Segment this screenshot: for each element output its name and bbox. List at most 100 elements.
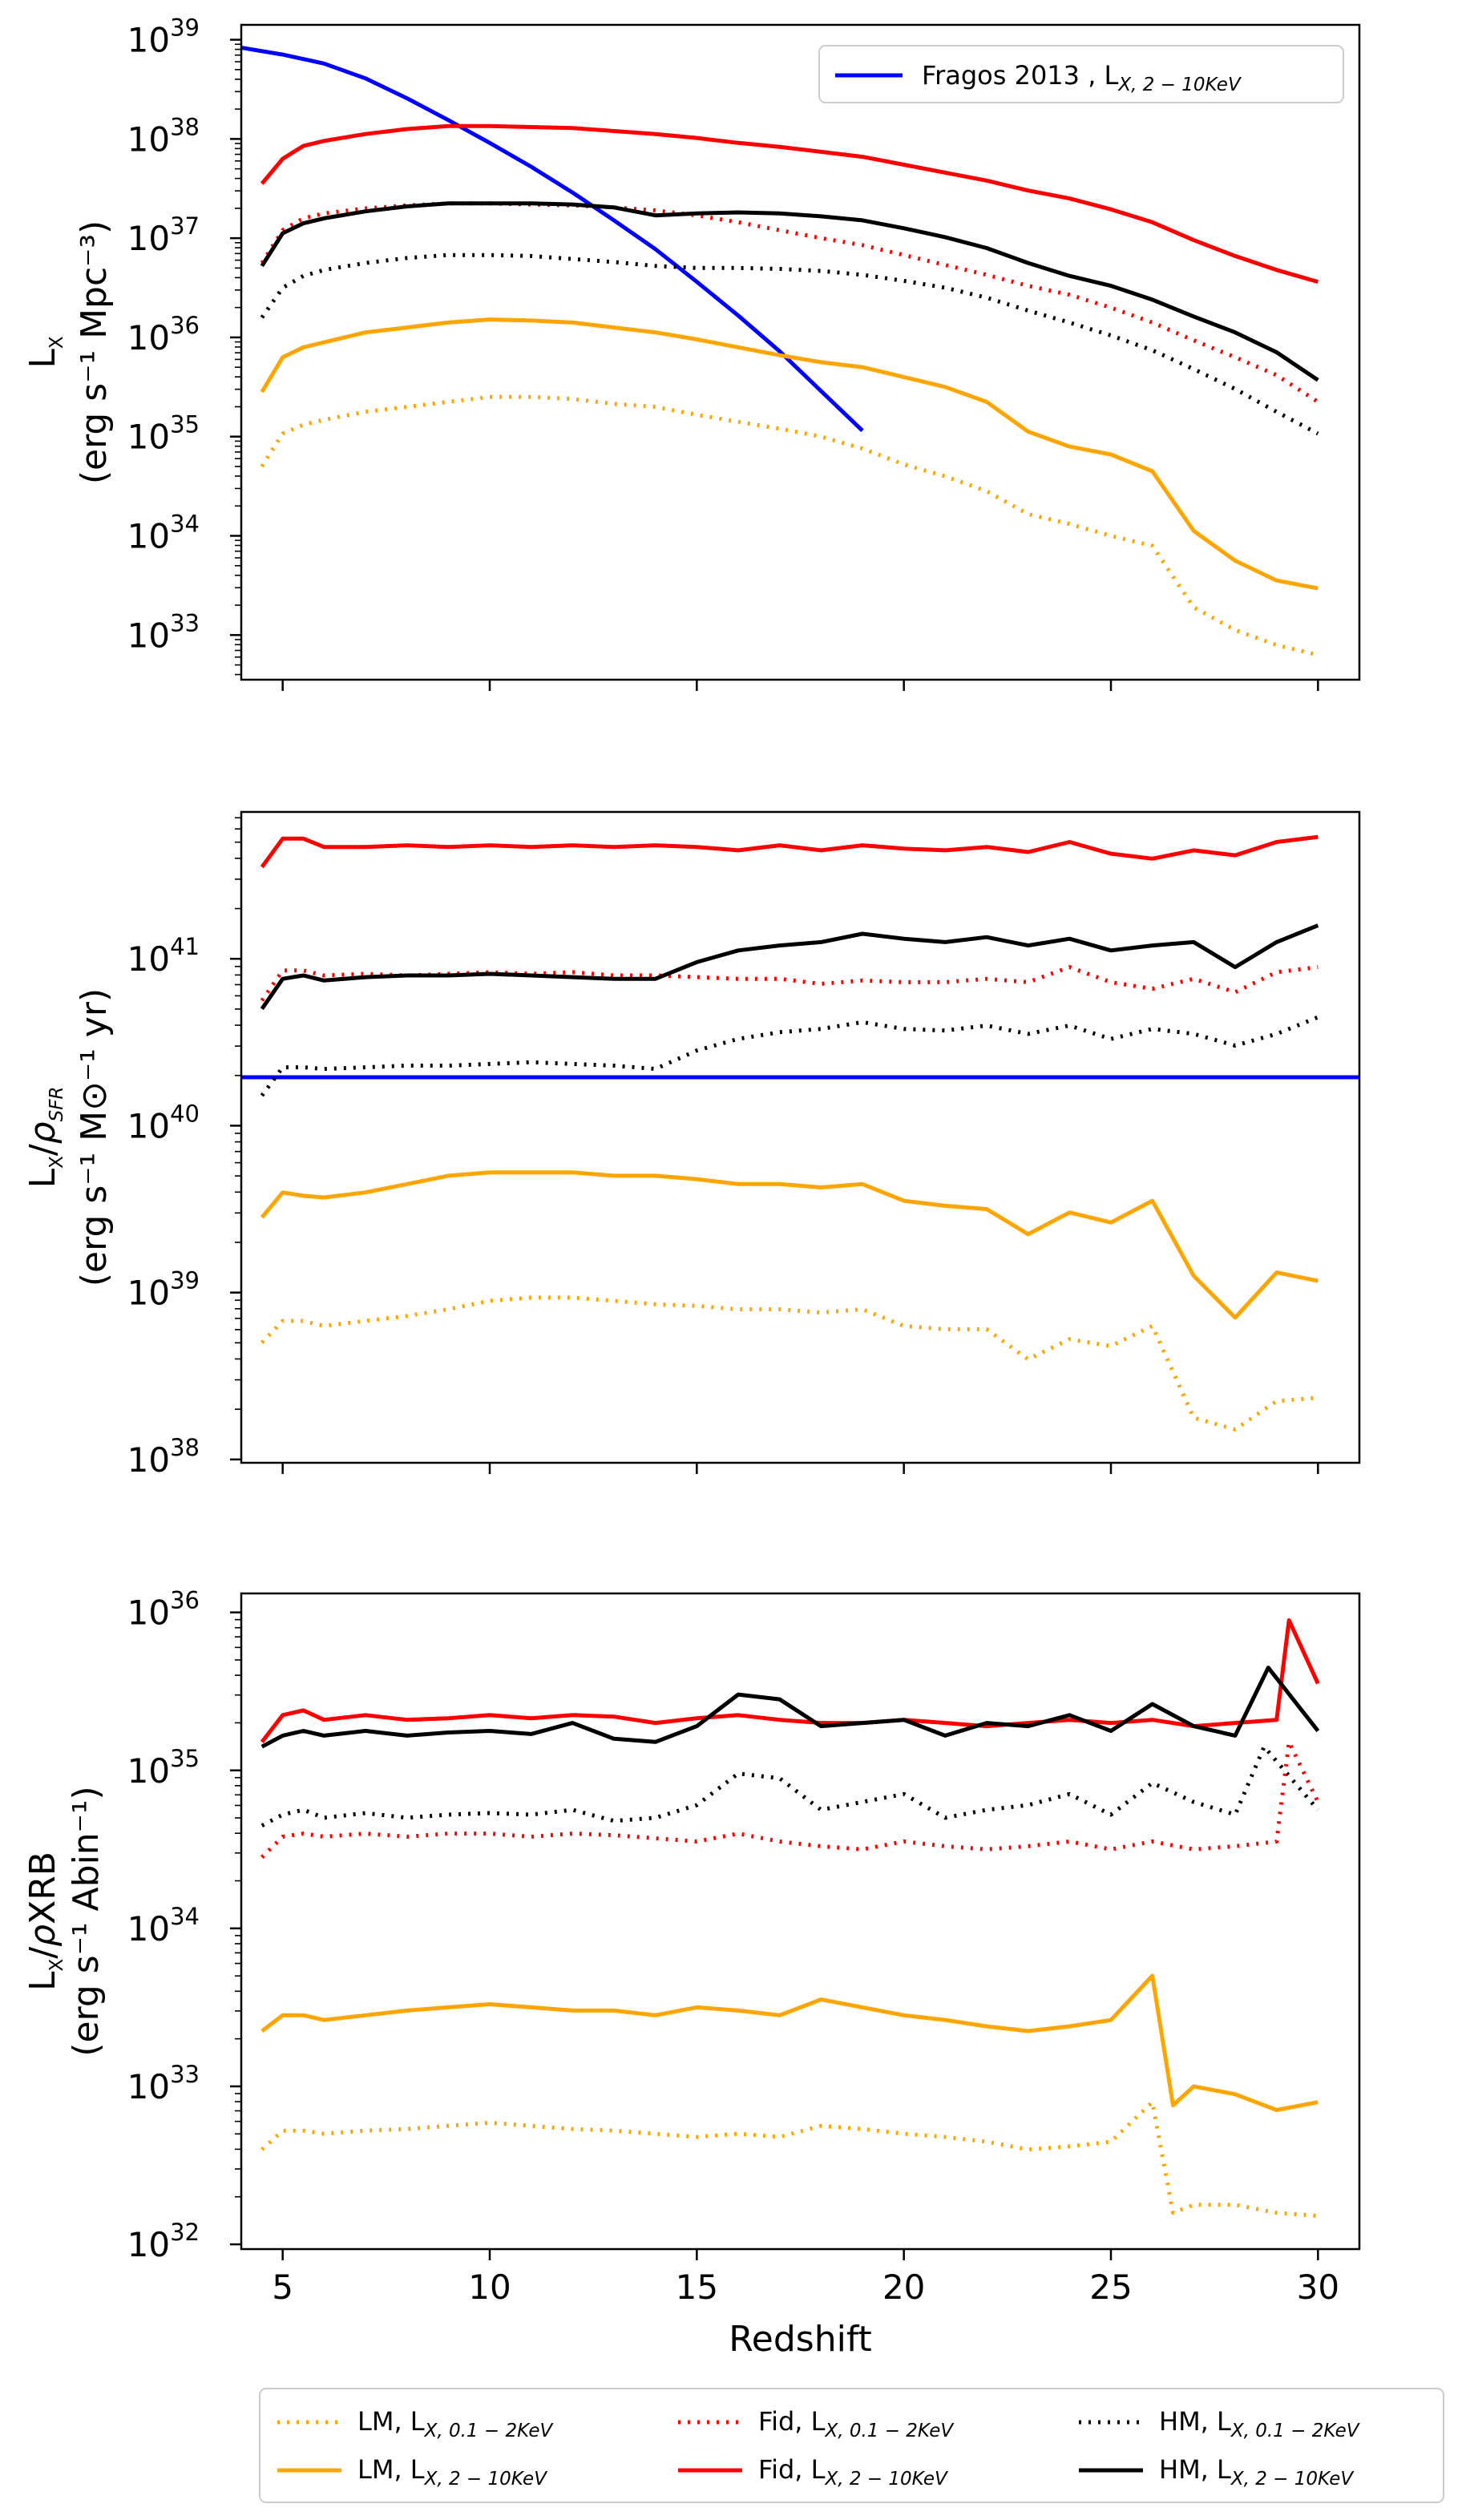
y-tick-label: 1035 [127,411,200,457]
y-tick-exponent: 33 [170,609,200,636]
y-tick-exponent: 34 [170,1903,200,1930]
y-axis-title-line1: LX [22,336,67,369]
legend-label-fid-soft: Fid, LX, 0.1 − 2KeV [758,2406,955,2441]
y-tick-exponent: 32 [170,2219,200,2246]
y-tick-base: 10 [127,2225,170,2264]
y-axis-title: LX/ρXRB(erg s⁻¹ Abin⁻¹) [22,1786,107,2056]
series-group [241,46,1319,657]
series-line-hm-hard [260,923,1319,1011]
y-tick-exponent: 41 [170,933,200,960]
y-axis-title: LX/ρSFR (erg s⁻¹ M⊙⁻¹ yr) [22,988,115,1286]
y-axis-title-line2: (erg s⁻¹ Mpc⁻³) [74,220,115,484]
bottom-legend: LM, LX, 0.1 − 2KeV LM, LX, 2 − 10KeV Fid, … [259,2388,1444,2503]
y-tick-base: 10 [127,1751,170,1791]
axes-frame [240,1592,1361,2251]
series-line-lm-hard [260,1170,1319,1320]
y-tick-base: 10 [127,1440,170,1480]
inner-legend-label: Fragos 2013 , LX, 2 − 10KeV [922,60,1242,95]
y-tick-label: 1034 [127,511,200,556]
y-tick-exponent: 36 [170,1587,200,1614]
legend-label-hm-hard: HM, LX, 2 − 10KeV [1159,2454,1355,2490]
y-tick-label: 1037 [127,212,200,258]
series-line-hm-soft [260,1015,1319,1097]
legend-label-hm-soft: HM, LX, 0.1 − 2KeV [1159,2406,1361,2441]
y-tick-label: 1032 [127,2219,200,2264]
series-line-lm-hard [260,1973,1319,2112]
y-tick-exponent: 39 [170,14,200,42]
series-line-lm-soft [260,394,1319,657]
x-axis-title: Redshift [729,2319,872,2360]
y-tick-exponent: 35 [170,1745,200,1772]
y-tick-base: 10 [127,939,170,979]
x-tick-label: 30 [1297,2268,1339,2307]
y-tick-base: 10 [127,616,170,655]
y-tick-base: 10 [127,1274,170,1313]
y-tick-base: 10 [127,119,170,159]
y-tick-exponent: 40 [170,1100,200,1127]
y-tick-exponent: 36 [170,312,200,339]
y-tick-label: 1036 [127,312,200,357]
y-tick-base: 10 [127,1106,170,1145]
y-axis-title-line1: LX/ρSFR [22,1087,67,1189]
series-line-lm-soft [260,2100,1319,2219]
y-tick-base: 10 [127,21,170,60]
series-line-fid-hard [260,123,1319,285]
y-tick-label: 1035 [127,1745,200,1791]
y-tick-exponent: 35 [170,411,200,438]
legend-box [259,2388,1444,2503]
series-line-fid-hard [260,834,1319,869]
y-axis-title-line1: LX/ρXRB [22,1852,67,1991]
series-group [241,834,1359,1432]
y-tick-label: 1039 [127,1267,200,1313]
y-tick-base: 10 [127,318,170,357]
y-tick-exponent: 37 [170,212,200,240]
series-line-fid-soft [260,1739,1320,1859]
series-group [260,1618,1320,2219]
x-tick-label: 15 [676,2268,718,2307]
y-tick-label: 1040 [127,1100,200,1145]
x-tick-label: 25 [1089,2268,1132,2307]
legend-label-lm-soft: LM, LX, 0.1 − 2KeV [357,2406,555,2441]
y-tick-label: 1041 [127,933,200,979]
y-axis-title-line2: (erg s⁻¹ Abin⁻¹) [66,1786,107,2056]
y-tick-label: 1033 [127,609,200,655]
y-tick-label: 1033 [127,2061,200,2106]
series-line-hm-soft [260,1744,1320,1827]
axes-frame [240,23,1361,681]
y-tick-exponent: 38 [170,113,200,140]
panel-luminosity-per-xrb: 5 10 15 20 25 3010321033103410351036LX/ρXRB(e… [22,1587,1361,2307]
y-tick-exponent: 38 [170,1434,200,1461]
series-line-fid-soft [260,965,1319,1002]
series-line-fragos [241,46,864,433]
y-tick-base: 10 [127,2067,170,2106]
y-tick-label: 1039 [127,14,200,60]
inner-legend: Fragos 2013 , LX, 2 − 10KeV [818,45,1344,103]
y-tick-label: 1036 [127,1587,200,1633]
x-tick-label: 10 [468,2268,511,2307]
series-line-hm-hard [260,1666,1320,1749]
y-tick-label: 1038 [127,113,200,159]
axes-frame [240,810,1361,1464]
legend-label-fid-hard: Fid, LX, 2 − 10KeV [758,2454,949,2490]
series-line-hm-hard [260,201,1319,382]
y-tick-base: 10 [127,219,170,258]
y-tick-base: 10 [127,418,170,457]
y-tick-exponent: 39 [170,1267,200,1294]
y-tick-exponent: 33 [170,2061,200,2088]
y-tick-base: 10 [127,517,170,556]
inner-legend-box [818,45,1344,103]
y-axis-title-line2: (erg s⁻¹ M⊙⁻¹ yr) [74,988,115,1286]
y-tick-base: 10 [127,1909,170,1949]
y-tick-exponent: 34 [170,511,200,538]
y-tick-label: 1034 [127,1903,200,1949]
series-line-lm-hard [260,317,1319,591]
y-tick-base: 10 [127,1593,170,1633]
series-line-lm-soft [260,1295,1319,1432]
series-line-hm-soft [260,252,1319,436]
y-tick-label: 1038 [127,1434,200,1480]
y-axis-title: LX (erg s⁻¹ Mpc⁻³) [22,220,115,484]
x-tick-label: 20 [882,2268,925,2307]
